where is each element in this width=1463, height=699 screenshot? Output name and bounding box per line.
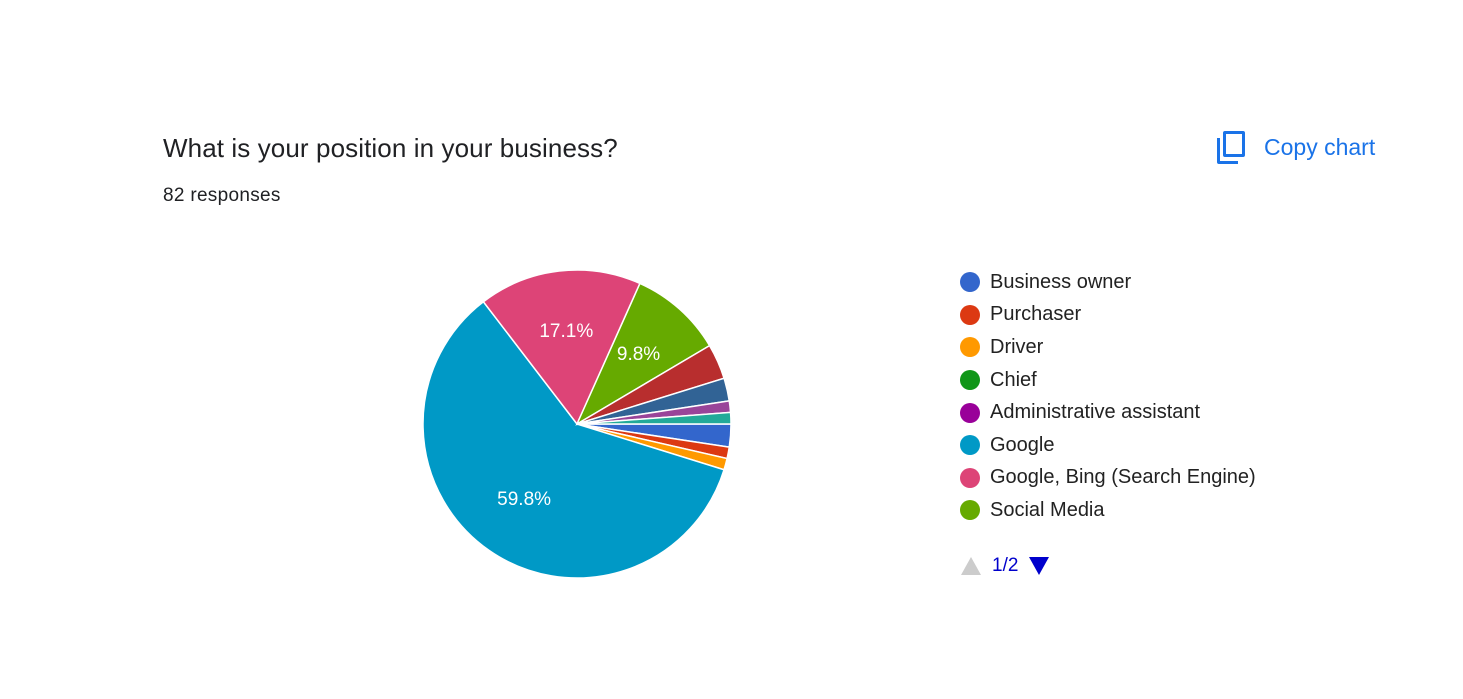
copy-chart-label: Copy chart	[1264, 133, 1376, 160]
legend-item[interactable]: Social Media	[960, 494, 1256, 527]
legend-color-swatch	[960, 402, 980, 423]
legend-item[interactable]: Purchaser	[960, 299, 1256, 332]
legend-item[interactable]: Administrative assistant	[960, 396, 1256, 429]
legend-label: Driver	[990, 335, 1044, 358]
pie-slice-data-label: 9.8%	[617, 344, 660, 365]
copy-chart-button[interactable]: Copy chart	[1208, 124, 1383, 170]
response-count: 82 responses	[163, 185, 281, 206]
triangle-up-icon	[961, 557, 981, 575]
legend-item[interactable]: Google, Bing (Search Engine)	[960, 462, 1256, 495]
legend-color-swatch	[960, 435, 980, 456]
legend-color-swatch	[960, 467, 980, 488]
legend-next-button[interactable]	[1028, 556, 1050, 576]
legend-label: Google, Bing (Search Engine)	[990, 466, 1256, 489]
legend-label: Social Media	[990, 498, 1105, 521]
legend-color-swatch	[960, 500, 980, 521]
legend-label: Google	[990, 433, 1055, 456]
chart-legend: Business owner Purchaser Driver Chief Admini…	[960, 266, 1256, 527]
legend-item[interactable]: Business owner	[960, 266, 1256, 299]
legend-prev-button[interactable]	[960, 556, 982, 576]
legend-item[interactable]: Chief	[960, 364, 1256, 397]
legend-pager: 1/2	[960, 555, 1050, 577]
legend-color-swatch	[960, 304, 980, 325]
legend-label: Business owner	[990, 270, 1132, 293]
legend-color-swatch	[960, 272, 980, 293]
legend-label: Chief	[990, 368, 1037, 391]
copy-icon	[1216, 129, 1246, 165]
triangle-down-icon	[1029, 557, 1050, 575]
pie-slice-data-label: 17.1%	[539, 321, 593, 342]
pie-slice-data-label: 59.8%	[497, 489, 551, 510]
pie-slice-unlabeled-9[interactable]	[576, 411, 732, 425]
legend-label: Administrative assistant	[990, 401, 1201, 424]
legend-page-indicator: 1/2	[992, 555, 1019, 576]
legend-label: Purchaser	[990, 303, 1082, 326]
pie-slice-google-bing-search-engine[interactable]	[482, 269, 641, 426]
legend-color-swatch	[960, 370, 980, 391]
legend-color-swatch	[960, 337, 980, 358]
pie-slice-social-media[interactable]	[575, 282, 711, 426]
pie-chart: 59.8% 17.1% 9.8%	[422, 269, 732, 579]
legend-item[interactable]: Google	[960, 429, 1256, 462]
chart-title: What is your position in your business?	[163, 133, 618, 163]
legend-item[interactable]: Driver	[960, 331, 1256, 364]
pie-slice-google[interactable]	[422, 300, 725, 579]
